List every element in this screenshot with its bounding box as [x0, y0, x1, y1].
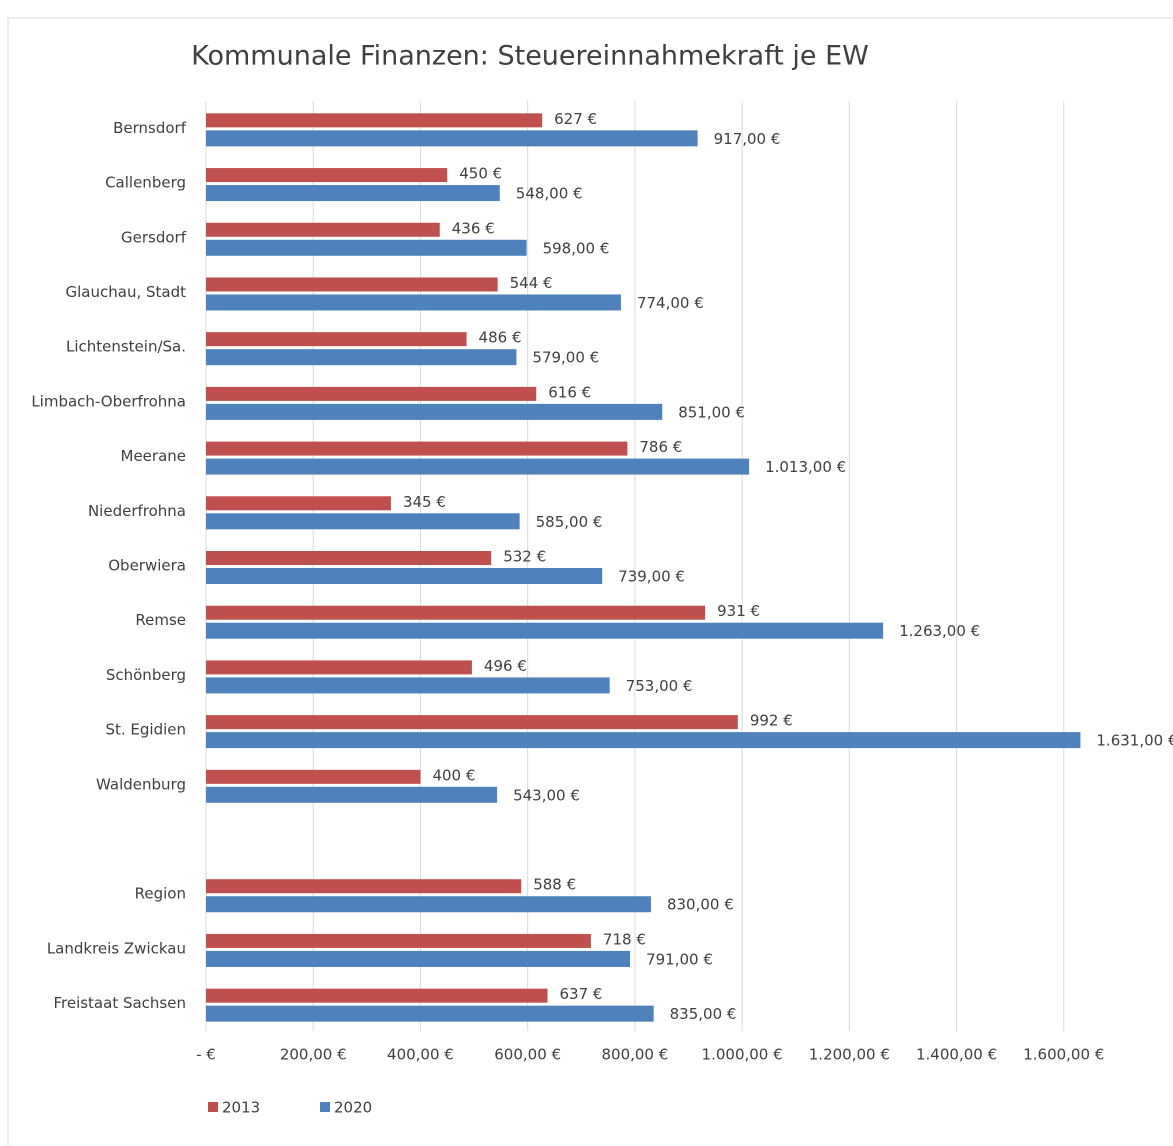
- bar: [206, 403, 663, 420]
- value-label: 1.263,00 €: [899, 622, 980, 640]
- legend-label: 2020: [334, 1099, 372, 1117]
- bar: [206, 715, 738, 730]
- bar: [206, 386, 537, 401]
- value-label: 917,00 €: [714, 130, 781, 148]
- value-label: 598,00 €: [543, 239, 610, 257]
- y-tick-label: Niederfrohna: [88, 502, 186, 520]
- bar: [206, 950, 631, 967]
- y-tick-label: Limbach-Oberfrohna: [31, 392, 186, 410]
- value-label: 774,00 €: [637, 294, 704, 312]
- legend-label: 2013: [222, 1099, 260, 1117]
- bar: [206, 732, 1081, 749]
- bar: [206, 1005, 654, 1022]
- y-tick-label: Landkreis Zwickau: [47, 939, 186, 957]
- y-tick-label: Glauchau, Stadt: [66, 283, 187, 301]
- value-label: 486 €: [479, 329, 522, 347]
- value-label: 791,00 €: [646, 950, 713, 968]
- value-label: 753,00 €: [626, 677, 693, 695]
- y-tick-label: Schönberg: [106, 666, 186, 684]
- bar: [206, 622, 884, 639]
- x-tick-label: 800,00 €: [601, 1046, 668, 1064]
- y-tick-label: Remse: [135, 611, 186, 629]
- value-label: 543,00 €: [513, 786, 580, 804]
- value-label: 400 €: [432, 766, 475, 784]
- bar: [206, 185, 500, 202]
- bar: [206, 496, 391, 511]
- value-label: 786 €: [639, 438, 682, 456]
- y-tick-label: Region: [135, 885, 186, 903]
- bar: [206, 130, 698, 147]
- bar: [206, 677, 610, 694]
- x-tick-label: 600,00 €: [494, 1046, 561, 1064]
- bar: [206, 933, 591, 948]
- bar: [206, 513, 520, 530]
- bar: [206, 239, 527, 256]
- value-label: 1.631,00 €: [1096, 732, 1173, 750]
- value-label: 992 €: [750, 712, 793, 730]
- value-label: 345 €: [403, 493, 446, 511]
- value-label: 1.013,00 €: [765, 458, 846, 476]
- bar: [206, 786, 498, 803]
- value-label: 532 €: [503, 548, 546, 566]
- x-tick-label: - €: [196, 1046, 216, 1064]
- x-tick-label: 200,00 €: [280, 1046, 347, 1064]
- bar: [206, 441, 628, 456]
- bar: [206, 568, 603, 584]
- value-label: 616 €: [548, 383, 591, 401]
- y-tick-label: Meerane: [121, 447, 187, 465]
- x-tick-label: 1.600,00 €: [1023, 1046, 1104, 1064]
- bar: [206, 605, 706, 620]
- bar: [206, 879, 522, 894]
- x-tick-label: 1.200,00 €: [809, 1046, 890, 1064]
- bar: [206, 332, 467, 347]
- y-tick-label: Freistaat Sachsen: [53, 994, 186, 1012]
- bar: [206, 222, 440, 237]
- y-tick-label: Bernsdorf: [113, 119, 187, 137]
- legend-swatch: [208, 1102, 218, 1112]
- value-label: 588 €: [533, 876, 576, 894]
- y-tick-label: Lichtenstein/Sa.: [66, 338, 186, 356]
- y-tick-label: Oberwiera: [108, 557, 186, 575]
- value-label: 851,00 €: [678, 403, 745, 421]
- value-label: 637 €: [560, 985, 603, 1003]
- legend-swatch: [320, 1102, 330, 1112]
- y-tick-label: Waldenburg: [96, 775, 186, 793]
- y-tick-label: St. Egidien: [105, 721, 186, 739]
- bar: [206, 294, 621, 311]
- bar: [206, 349, 517, 366]
- value-label: 931 €: [717, 602, 760, 620]
- bar: [206, 277, 498, 292]
- chart-frame: [7, 17, 1173, 1146]
- value-label: 627 €: [554, 110, 597, 128]
- value-label: 496 €: [484, 657, 527, 675]
- value-label: 548,00 €: [516, 185, 583, 203]
- x-tick-label: 400,00 €: [387, 1046, 454, 1064]
- bar: [206, 113, 543, 128]
- bar: [206, 660, 472, 675]
- x-tick-label: 1.400,00 €: [916, 1046, 997, 1064]
- bar: [206, 988, 548, 1003]
- bar: [206, 551, 492, 565]
- value-label: 739,00 €: [618, 568, 685, 586]
- value-label: 835,00 €: [670, 1005, 737, 1023]
- x-tick-label: 1.000,00 €: [702, 1046, 783, 1064]
- value-label: 450 €: [459, 165, 502, 183]
- value-label: 579,00 €: [532, 349, 599, 367]
- value-label: 830,00 €: [667, 896, 734, 914]
- value-label: 718 €: [603, 930, 646, 948]
- y-tick-label: Callenberg: [105, 174, 186, 192]
- value-label: 585,00 €: [536, 513, 603, 531]
- chart-title: Kommunale Finanzen: Steuereinnahmekraft …: [191, 41, 869, 72]
- bar: [206, 168, 448, 183]
- bar: [206, 769, 421, 784]
- bar: [206, 896, 651, 913]
- bar: [206, 458, 750, 475]
- value-label: 436 €: [452, 219, 495, 237]
- y-tick-label: Gersdorf: [121, 228, 187, 246]
- value-label: 544 €: [510, 274, 553, 292]
